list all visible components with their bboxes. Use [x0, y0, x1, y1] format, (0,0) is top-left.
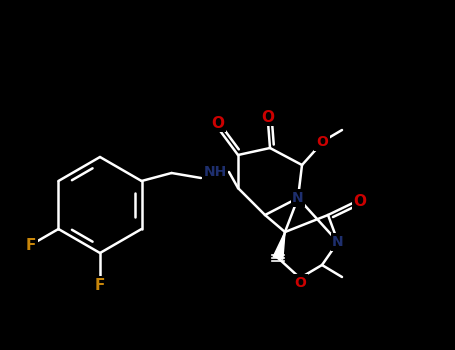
Polygon shape [273, 232, 285, 259]
Text: O: O [354, 195, 366, 210]
Text: N: N [332, 235, 344, 249]
Text: O: O [212, 116, 224, 131]
Text: O: O [262, 110, 274, 125]
Text: O: O [294, 276, 306, 290]
Text: F: F [25, 238, 36, 252]
Text: F: F [95, 278, 105, 293]
Text: NH: NH [203, 165, 227, 179]
Text: N: N [292, 191, 304, 205]
Text: O: O [316, 135, 328, 149]
